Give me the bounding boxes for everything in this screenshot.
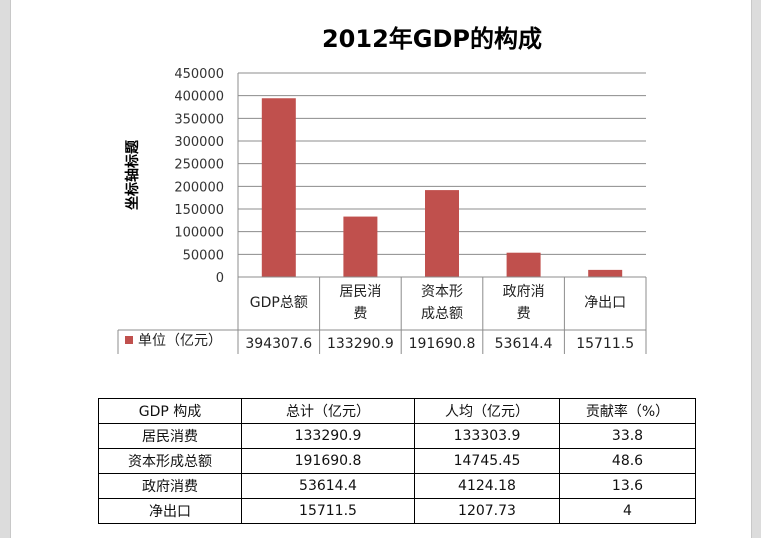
y-axis-title: 坐标轴标题 (124, 139, 141, 210)
cell: 1207.73 (414, 498, 560, 524)
data-table-value: 133290.9 (327, 336, 394, 352)
y-tick-label: 400000 (174, 90, 224, 105)
bar (261, 98, 296, 277)
cell: 14745.45 (414, 448, 560, 474)
table-row: 政府消费 53614.4 4124.18 13.6 (98, 473, 696, 499)
header-cell: GDP 构成 (98, 398, 242, 424)
cell: 191690.8 (241, 448, 415, 474)
y-tick-label: 150000 (174, 203, 224, 218)
bar (506, 252, 541, 277)
data-table-value: 15711.5 (576, 336, 634, 352)
bar (588, 269, 623, 277)
cell: 政府消费 (98, 473, 242, 499)
y-tick-label: 0 (216, 271, 224, 286)
table-row: 净出口 15711.5 1207.73 4 (98, 498, 696, 524)
legend-key (125, 336, 133, 344)
table-row: 居民消费 133290.9 133303.9 33.8 (98, 423, 696, 449)
cell: 资本形成总额 (98, 448, 242, 474)
cell: 33.8 (559, 423, 696, 449)
table-header-row: GDP 构成 总计（亿元） 人均（亿元） 贡献率（%） (98, 398, 696, 424)
y-tick-label: 50000 (183, 248, 224, 263)
x-category-label: 政府消 (503, 284, 545, 300)
cell: 53614.4 (241, 473, 415, 499)
cell: 净出口 (98, 498, 242, 524)
data-table-value: 53614.4 (495, 336, 553, 352)
x-category-label: 净出口 (584, 295, 626, 311)
cell: 133290.9 (241, 423, 415, 449)
header-cell: 人均（亿元） (414, 398, 560, 424)
x-category-label: 资本形 (421, 284, 463, 300)
y-tick-label: 100000 (174, 226, 224, 241)
y-tick-label: 250000 (174, 158, 224, 173)
gdp-composition-table: GDP 构成 总计（亿元） 人均（亿元） 贡献率（%） 居民消费 133290.9… (98, 398, 696, 524)
y-tick-label: 300000 (174, 135, 224, 150)
table-row: 资本形成总额 191690.8 14745.45 48.6 (98, 448, 696, 474)
bar (343, 216, 378, 277)
cell: 48.6 (559, 448, 696, 474)
cell: 4124.18 (414, 473, 560, 499)
header-cell: 总计（亿元） (241, 398, 415, 424)
x-category-label: GDP总额 (250, 295, 308, 311)
cell: 15711.5 (241, 498, 415, 524)
y-tick-label: 350000 (174, 112, 224, 127)
x-category-label: 居民消 (339, 284, 381, 300)
cell: 居民消费 (98, 423, 242, 449)
x-category-label: 成总额 (421, 306, 463, 322)
y-tick-label: 200000 (174, 180, 224, 195)
data-table-value: 394307.6 (245, 336, 312, 352)
bar (425, 190, 459, 277)
x-category-label: 费 (517, 306, 531, 322)
y-tick-label: 450000 (174, 67, 224, 82)
document-page: 2012年GDP的构成坐标轴标题 0 50000 100000 150000 200000… (10, 0, 752, 538)
cell: 13.6 (559, 473, 696, 499)
legend-label: 单位（亿元） (138, 333, 222, 349)
data-table-value: 191690.8 (409, 336, 476, 352)
chart-title: 2012年GDP的构成 (322, 25, 542, 53)
cell: 133303.9 (414, 423, 560, 449)
cell: 4 (559, 498, 696, 524)
header-cell: 贡献率（%） (559, 398, 696, 424)
x-category-label: 费 (353, 306, 367, 322)
